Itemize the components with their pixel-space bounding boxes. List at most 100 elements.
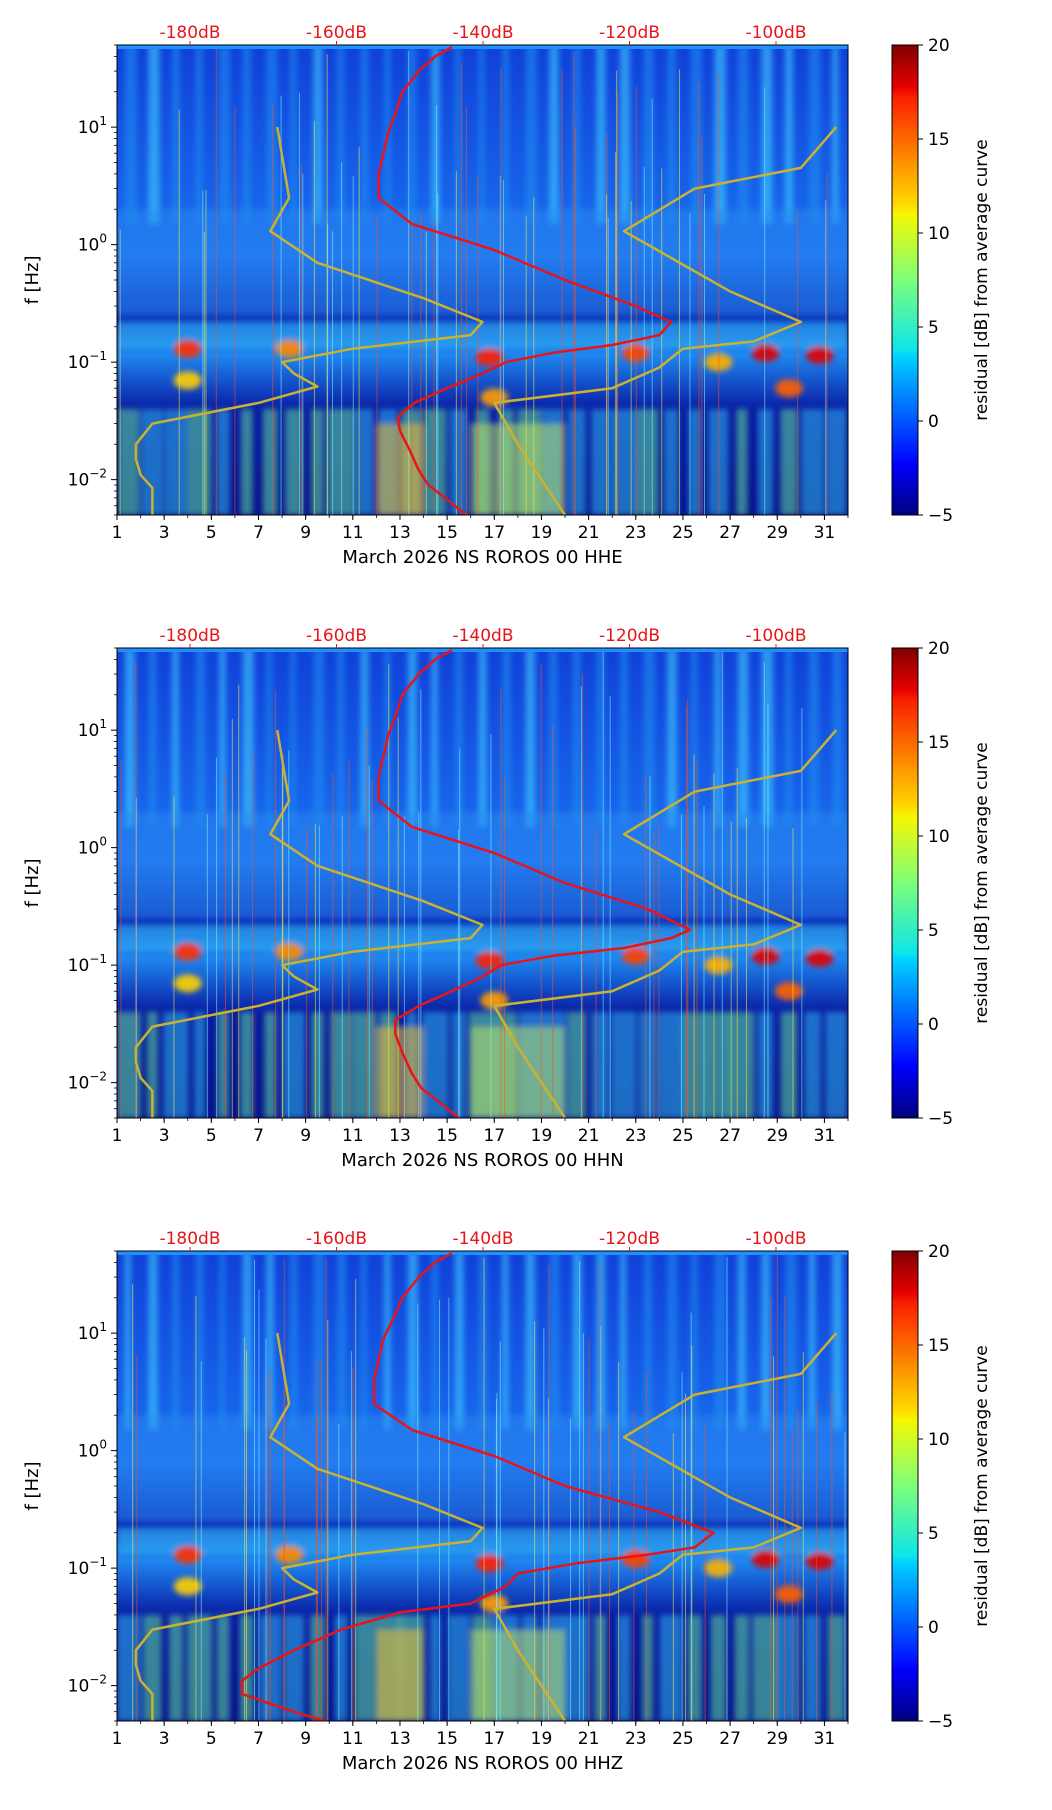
y-tick-label: 101 [78, 114, 107, 138]
x-axis-label: March 2026 NS ROROS 00 HHE [342, 547, 622, 568]
spectrogram-image [117, 1251, 848, 1721]
spectrogram-image [117, 45, 848, 515]
x-tick-label: 21 [578, 523, 600, 543]
colorbar-label: residual [dB] from average curve [972, 742, 992, 1023]
colorbar-label: residual [dB] from average curve [972, 1345, 992, 1626]
y-tick-label: 100 [78, 1438, 107, 1462]
colorbar-tick-label: 20 [928, 639, 950, 659]
x-tick-label: 27 [719, 1729, 741, 1749]
x-tick-label: 31 [814, 1729, 836, 1749]
x-tick-label: 5 [206, 1729, 217, 1749]
top-db-label: -120dB [599, 23, 660, 43]
top-db-label: -140dB [452, 1229, 513, 1249]
top-db-label: -160dB [306, 1229, 367, 1249]
x-tick-label: 25 [672, 523, 694, 543]
colorbar-tick-label: 15 [928, 1336, 950, 1356]
curve-noise-model-1 [134, 1332, 484, 1721]
x-tick-label: 27 [719, 523, 741, 543]
y-tick-label: 10−1 [68, 349, 107, 373]
x-tick-label: 29 [766, 523, 788, 543]
top-db-label: -180dB [159, 626, 220, 646]
colorbar-tick-label: −5 [928, 1109, 953, 1129]
x-tick-label: 11 [342, 1126, 364, 1146]
colorbar-tick-label: 10 [928, 224, 950, 244]
x-tick-label: 19 [531, 1729, 553, 1749]
colorbar-tick-label: 20 [928, 36, 950, 56]
top-db-label: -180dB [159, 23, 220, 43]
x-tick-label: 23 [625, 1729, 647, 1749]
x-tick-label: 29 [766, 1126, 788, 1146]
spectrogram-image [117, 648, 848, 1118]
curve-noise-model-2 [493, 729, 838, 1118]
x-tick-label: 31 [814, 523, 836, 543]
colorbar [891, 44, 919, 516]
x-tick-label: 5 [206, 1126, 217, 1146]
colorbar [891, 647, 919, 1119]
x-tick-label: 1 [112, 1126, 123, 1146]
x-tick-label: 15 [436, 1126, 458, 1146]
top-db-label: -120dB [599, 1229, 660, 1249]
x-tick-label: 17 [483, 1729, 505, 1749]
colorbar-tick-label: −5 [928, 506, 953, 526]
colorbar-tick-label: 15 [928, 130, 950, 150]
curve-noise-model-1 [134, 729, 484, 1118]
x-tick-label: 25 [672, 1126, 694, 1146]
top-db-label: -120dB [599, 626, 660, 646]
y-tick-label: 100 [78, 232, 107, 256]
colorbar-tick-label: 20 [928, 1242, 950, 1262]
colorbar-tick-label: −5 [928, 1712, 953, 1732]
y-axis-label: f [Hz] [22, 255, 43, 304]
x-tick-label: 15 [436, 1729, 458, 1749]
y-tick-label: 101 [78, 1320, 107, 1344]
y-tick-label: 10−2 [68, 1673, 107, 1697]
x-tick-label: 19 [531, 523, 553, 543]
y-tick-label: 10−2 [68, 467, 107, 491]
x-tick-label: 27 [719, 1126, 741, 1146]
top-db-label: -140dB [452, 23, 513, 43]
colorbar-tick-label: 0 [928, 412, 939, 432]
top-db-label: -140dB [452, 626, 513, 646]
x-tick-label: 23 [625, 523, 647, 543]
top-db-label: -180dB [159, 1229, 220, 1249]
x-tick-label: 17 [483, 523, 505, 543]
y-axis-label: f [Hz] [22, 858, 43, 907]
x-tick-label: 9 [300, 523, 311, 543]
colorbar-label: residual [dB] from average curve [972, 139, 992, 420]
y-tick-label: 100 [78, 835, 107, 859]
x-axis-label: March 2026 NS ROROS 00 HHZ [342, 1753, 623, 1774]
x-tick-label: 17 [483, 1126, 505, 1146]
colorbar-tick-label: 5 [928, 1524, 939, 1544]
x-tick-label: 3 [159, 1126, 170, 1146]
colorbar-tick-label: 10 [928, 827, 950, 847]
curve-average-psd [377, 649, 692, 1118]
colorbar-tick-label: 0 [928, 1015, 939, 1035]
top-db-label: -160dB [306, 626, 367, 646]
y-axis-label: f [Hz] [22, 1461, 43, 1510]
x-tick-label: 23 [625, 1126, 647, 1146]
colorbar-tick-label: 0 [928, 1618, 939, 1638]
x-tick-label: 21 [578, 1126, 600, 1146]
colorbar-tick-label: 5 [928, 921, 939, 941]
x-tick-label: 21 [578, 1729, 600, 1749]
x-tick-label: 13 [389, 1729, 411, 1749]
x-tick-label: 7 [253, 523, 264, 543]
x-tick-label: 1 [112, 1729, 123, 1749]
x-tick-label: 13 [389, 523, 411, 543]
x-tick-label: 5 [206, 523, 217, 543]
x-tick-label: 11 [342, 523, 364, 543]
x-tick-label: 9 [300, 1126, 311, 1146]
colorbar-tick-label: 15 [928, 733, 950, 753]
y-tick-label: 101 [78, 717, 107, 741]
x-tick-label: 7 [253, 1729, 264, 1749]
x-tick-label: 25 [672, 1729, 694, 1749]
curve-noise-model-2 [493, 1332, 838, 1721]
y-tick-label: 10−1 [68, 952, 107, 976]
colorbar-tick-label: 10 [928, 1430, 950, 1450]
curve-average-psd [377, 46, 673, 515]
x-tick-label: 19 [531, 1126, 553, 1146]
y-tick-label: 10−1 [68, 1555, 107, 1579]
colorbar-tick-label: 5 [928, 318, 939, 338]
